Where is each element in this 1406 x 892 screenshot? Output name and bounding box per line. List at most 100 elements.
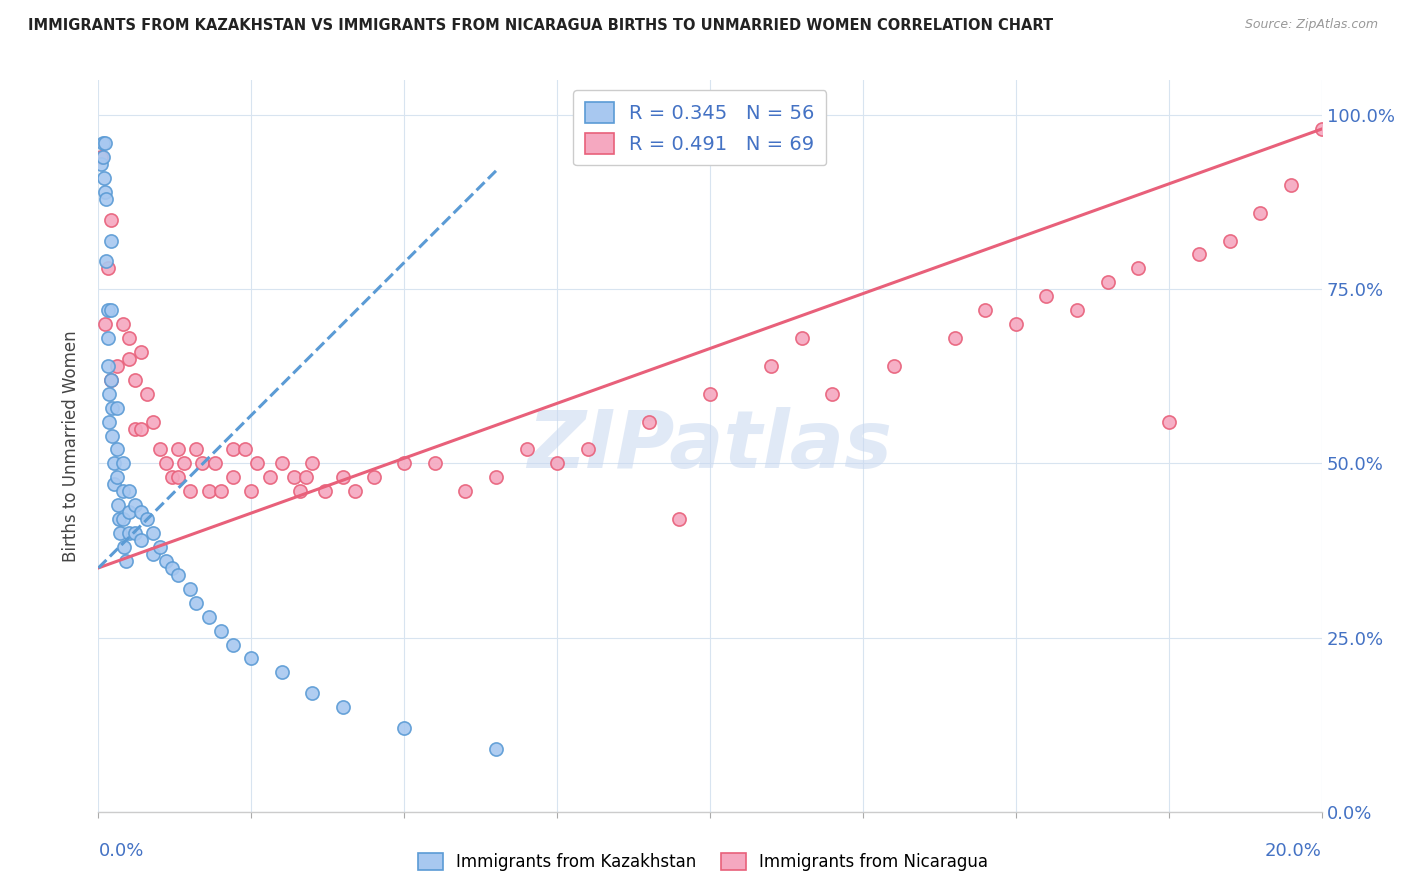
Point bbox=[233, 442, 256, 457]
Point bbox=[270, 665, 292, 680]
Legend: R = 0.345   N = 56, R = 0.491   N = 69: R = 0.345 N = 56, R = 0.491 N = 69 bbox=[574, 90, 827, 165]
Point bbox=[332, 700, 354, 714]
Point bbox=[301, 686, 323, 700]
Point bbox=[283, 470, 305, 484]
Point bbox=[129, 421, 152, 435]
Text: 0.0%: 0.0% bbox=[98, 842, 143, 860]
Point bbox=[197, 484, 219, 499]
Point bbox=[112, 540, 135, 554]
Point bbox=[167, 567, 190, 582]
Point bbox=[167, 442, 190, 457]
Point bbox=[118, 331, 141, 345]
Point bbox=[240, 484, 263, 499]
Point bbox=[699, 386, 721, 401]
Point bbox=[100, 303, 122, 318]
Point bbox=[100, 373, 122, 387]
Point bbox=[94, 192, 117, 206]
Point bbox=[516, 442, 538, 457]
Point bbox=[111, 317, 134, 331]
Point bbox=[124, 498, 146, 512]
Point bbox=[118, 505, 141, 519]
Point bbox=[204, 457, 226, 471]
Point bbox=[100, 212, 122, 227]
Point bbox=[160, 470, 183, 484]
Point bbox=[186, 596, 208, 610]
Point bbox=[108, 526, 131, 541]
Point bbox=[392, 457, 416, 471]
Point bbox=[100, 373, 122, 387]
Point bbox=[332, 470, 354, 484]
Point bbox=[90, 150, 112, 164]
Point bbox=[344, 484, 367, 499]
Point bbox=[91, 150, 114, 164]
Point bbox=[759, 359, 782, 373]
Text: Source: ZipAtlas.com: Source: ZipAtlas.com bbox=[1244, 18, 1378, 31]
Point bbox=[1157, 415, 1180, 429]
Point bbox=[1004, 317, 1026, 331]
Point bbox=[142, 547, 165, 561]
Point bbox=[240, 651, 263, 665]
Point bbox=[118, 526, 141, 541]
Point bbox=[1249, 205, 1271, 219]
Point bbox=[637, 415, 661, 429]
Point bbox=[576, 442, 599, 457]
Point bbox=[423, 457, 446, 471]
Point bbox=[197, 609, 219, 624]
Point bbox=[100, 234, 122, 248]
Point bbox=[93, 317, 115, 331]
Point bbox=[97, 331, 120, 345]
Point bbox=[107, 498, 129, 512]
Point bbox=[259, 470, 281, 484]
Point bbox=[91, 136, 114, 150]
Point bbox=[149, 442, 172, 457]
Point bbox=[136, 512, 159, 526]
Point bbox=[118, 484, 141, 499]
Point bbox=[301, 457, 323, 471]
Point bbox=[179, 582, 201, 596]
Point bbox=[1219, 234, 1241, 248]
Point bbox=[97, 303, 120, 318]
Point bbox=[160, 561, 183, 575]
Point bbox=[149, 540, 172, 554]
Point bbox=[98, 415, 121, 429]
Point bbox=[270, 457, 292, 471]
Point bbox=[118, 351, 141, 366]
Point bbox=[295, 470, 318, 484]
Point bbox=[179, 484, 201, 499]
Point bbox=[124, 526, 146, 541]
Point bbox=[222, 638, 245, 652]
Point bbox=[115, 554, 138, 568]
Point bbox=[93, 136, 115, 150]
Text: IMMIGRANTS FROM KAZAKHSTAN VS IMMIGRANTS FROM NICARAGUA BIRTHS TO UNMARRIED WOME: IMMIGRANTS FROM KAZAKHSTAN VS IMMIGRANTS… bbox=[28, 18, 1053, 33]
Point bbox=[105, 359, 128, 373]
Point bbox=[668, 512, 690, 526]
Point bbox=[136, 386, 159, 401]
Point bbox=[883, 359, 905, 373]
Point bbox=[222, 442, 245, 457]
Point bbox=[222, 470, 245, 484]
Point bbox=[1279, 178, 1302, 192]
Point bbox=[124, 421, 146, 435]
Point bbox=[155, 457, 177, 471]
Point bbox=[1066, 303, 1088, 318]
Point bbox=[974, 303, 997, 318]
Point bbox=[142, 526, 165, 541]
Point bbox=[124, 373, 146, 387]
Point bbox=[105, 401, 128, 415]
Text: ZIPatlas: ZIPatlas bbox=[527, 407, 893, 485]
Point bbox=[209, 624, 232, 638]
Point bbox=[103, 457, 125, 471]
Point bbox=[290, 484, 312, 499]
Point bbox=[111, 512, 134, 526]
Legend: Immigrants from Kazakhstan, Immigrants from Nicaragua: Immigrants from Kazakhstan, Immigrants f… bbox=[409, 845, 997, 880]
Point bbox=[129, 533, 152, 547]
Point bbox=[821, 386, 844, 401]
Point bbox=[191, 457, 214, 471]
Point bbox=[209, 484, 232, 499]
Point bbox=[790, 331, 813, 345]
Point bbox=[101, 401, 124, 415]
Point bbox=[173, 457, 195, 471]
Point bbox=[93, 170, 115, 185]
Point bbox=[129, 345, 152, 359]
Point bbox=[485, 470, 508, 484]
